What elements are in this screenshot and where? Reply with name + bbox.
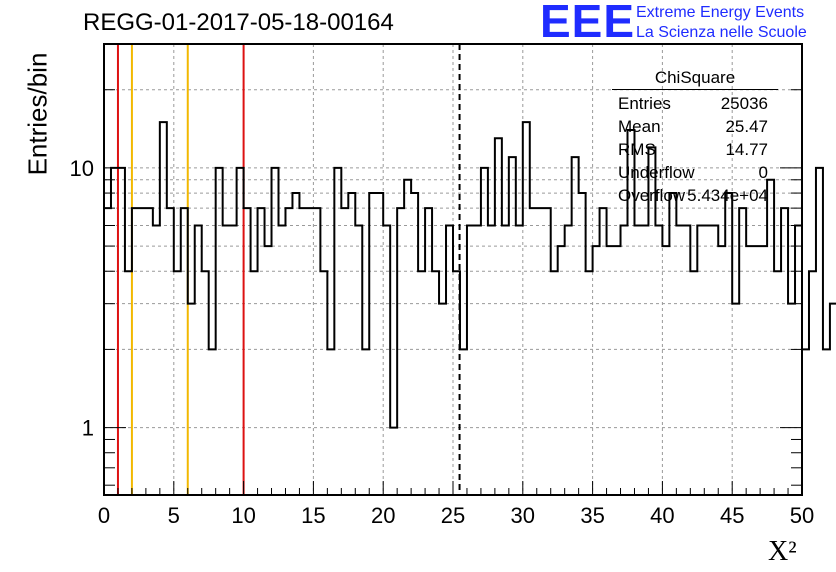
x-tick-label: 10 xyxy=(231,503,255,528)
stats-value: 5.434e+04 xyxy=(687,186,768,205)
stats-value: 25.47 xyxy=(725,117,768,136)
stats-divider xyxy=(612,89,778,90)
x-tick-label: 50 xyxy=(790,503,814,528)
y-tick-label: 10 xyxy=(70,156,94,181)
x-tick-label: 40 xyxy=(650,503,674,528)
stats-key: Mean xyxy=(618,117,661,136)
stats-value: 25036 xyxy=(720,94,768,113)
stats-value: 14.77 xyxy=(725,140,768,159)
stats-title: ChiSquare xyxy=(654,68,736,87)
y-tick-label: 1 xyxy=(82,416,94,441)
x-axis-label: X² xyxy=(768,536,797,567)
stats-key: Overflow xyxy=(618,186,686,205)
y-axis-label: Entries/bin xyxy=(22,52,53,176)
stats-value: 0 xyxy=(758,163,768,182)
chart-title: REGG-01-2017-05-18-00164 xyxy=(83,9,394,36)
x-tick-label: 30 xyxy=(511,503,535,528)
stats-row-underflow: Underflow 0 xyxy=(612,161,778,184)
stats-key: Underflow xyxy=(618,163,695,182)
x-tick-label: 0 xyxy=(98,503,110,528)
stats-key: Entries xyxy=(618,94,671,113)
stats-row-overflow: Overflow 5.434e+04 xyxy=(612,184,778,207)
stats-row-entries: Entries 25036 xyxy=(612,92,778,115)
x-tick-label: 45 xyxy=(720,503,744,528)
axes: 0 5 10 15 20 25 30 35 40 45 50 1 10 xyxy=(70,89,814,528)
x-tick-label: 25 xyxy=(441,503,465,528)
histogram-line xyxy=(104,121,836,429)
stats-row-mean: Mean 25.47 xyxy=(612,115,778,138)
x-tick-label: 35 xyxy=(580,503,604,528)
logo-line-2: La Scienza nelle Scuole xyxy=(636,24,807,41)
x-tick-label: 20 xyxy=(371,503,395,528)
reference-lines xyxy=(116,44,461,495)
stats-box: ChiSquare Entries 25036 Mean 25.47 RMS 1… xyxy=(612,68,778,207)
logo-line-1: Extreme Energy Events xyxy=(636,4,805,21)
stats-key: RMS xyxy=(618,140,656,159)
stats-row-rms: RMS 14.77 xyxy=(612,138,778,161)
x-tick-label: 15 xyxy=(301,503,325,528)
logo-mark: EEE xyxy=(540,0,636,47)
x-tick-label: 5 xyxy=(168,503,180,528)
